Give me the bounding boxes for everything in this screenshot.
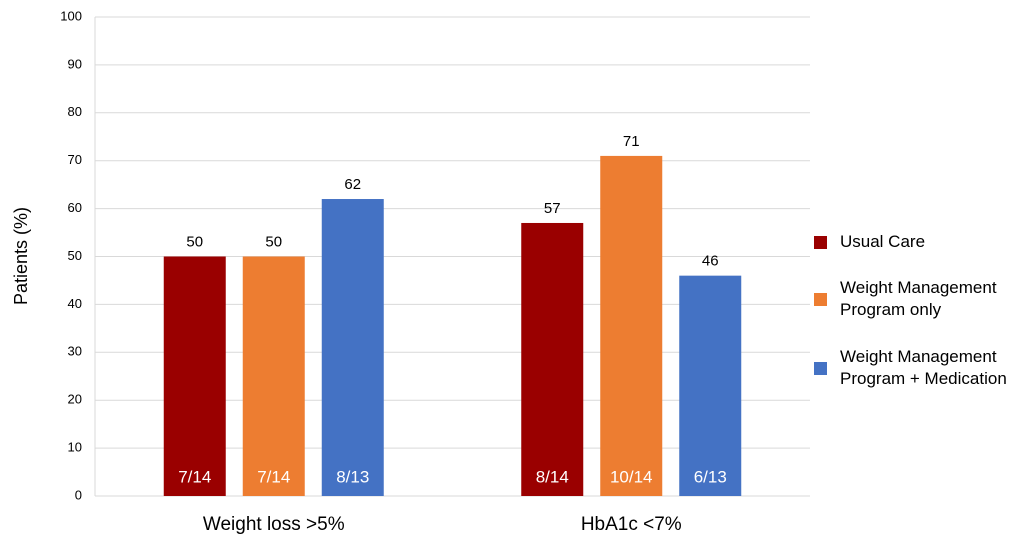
- y-tick-label: 60: [68, 200, 82, 215]
- value-label: 50: [186, 233, 203, 250]
- bar-label: 8/14: [536, 467, 569, 486]
- bar-label: 6/13: [694, 467, 727, 486]
- y-tick-label: 10: [68, 440, 82, 455]
- y-tick-label: 90: [68, 56, 82, 71]
- x-tick-label: Weight loss >5%: [203, 514, 345, 535]
- bar-label: 7/14: [257, 467, 290, 486]
- legend-label: Weight Management Program + Medication: [840, 347, 1007, 388]
- y-tick-label: 40: [68, 296, 82, 311]
- bar-label: 8/13: [336, 467, 369, 486]
- y-tick-label: 30: [68, 344, 82, 359]
- y-tick-label: 100: [60, 8, 82, 23]
- legend-swatch: [814, 292, 827, 306]
- bar-label: 10/14: [610, 467, 653, 486]
- legend-label: Usual Care: [840, 232, 926, 251]
- legend-label: Weight Management Program only: [840, 278, 997, 319]
- legend-swatch: [814, 361, 827, 375]
- legend-item: Usual Care: [814, 231, 925, 253]
- legend-swatch: [814, 235, 827, 249]
- bar: [679, 275, 742, 496]
- legend-item: Weight Management Program only: [814, 277, 1026, 321]
- y-tick-label: 80: [68, 104, 82, 119]
- bar: [242, 256, 305, 496]
- legend-item: Weight Management Program + Medication: [814, 346, 1026, 390]
- bar: [321, 199, 384, 496]
- value-label: 46: [702, 253, 719, 270]
- bar-label: 7/14: [178, 467, 211, 486]
- y-axis-title: Patients (%): [11, 207, 31, 305]
- y-tick-label: 0: [75, 487, 82, 502]
- value-label: 57: [544, 200, 561, 217]
- value-label: 50: [265, 233, 282, 250]
- bar: [163, 256, 226, 496]
- y-tick-label: 20: [68, 392, 82, 407]
- value-label: 62: [344, 176, 361, 193]
- x-tick-label: HbA1c <7%: [581, 514, 682, 535]
- value-label: 71: [623, 133, 640, 150]
- y-tick-label: 50: [68, 248, 82, 263]
- y-tick-label: 70: [68, 152, 82, 167]
- bar: [521, 222, 584, 496]
- bar: [600, 155, 663, 496]
